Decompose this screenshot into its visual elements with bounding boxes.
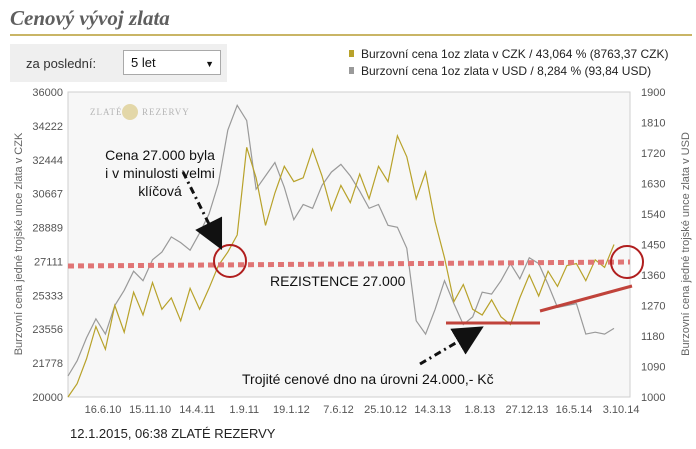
legend-item-usd[interactable]: Burzovní cena 1oz zlata v USD / 8,284 % … (349, 62, 669, 79)
x-tick-4: 19.1.12 (273, 404, 310, 416)
y-left-tick-4: 28889 (32, 223, 63, 235)
annotation-arrow-bottom (419, 326, 484, 366)
x-tick-7: 14.3.13 (414, 404, 451, 416)
x-tick-11: 3.10.14 (603, 404, 640, 416)
period-select[interactable]: 5 let ▼ (123, 50, 221, 75)
period-filter: za poslední: 5 let ▼ (10, 44, 227, 82)
x-tick-0: 16.6.10 (85, 404, 122, 416)
y-right-tick-8: 1180 (641, 331, 665, 343)
annotation-arrow-top (181, 171, 223, 251)
annotation-note-line-3: klíčová (138, 183, 182, 199)
uptrend-line (539, 284, 633, 313)
legend-label-czk: Burzovní cena 1oz zlata v CZK / 43,064 %… (361, 46, 669, 61)
x-tick-1: 15.11.10 (129, 404, 171, 416)
y-right-tick-10: 1000 (641, 392, 665, 404)
x-tick-9: 27.12.13 (505, 404, 548, 416)
resistance-line (67, 259, 631, 269)
series-line-czk (67, 133, 615, 398)
y-left-tick-8: 21778 (32, 358, 63, 370)
y-right-tick-7: 1270 (641, 301, 665, 313)
y-left-tick-1: 34222 (32, 121, 63, 133)
y-right-tick-1: 1810 (641, 118, 665, 130)
footer-timestamp: 12.1.2015, 06:38 ZLATÉ REZERVY (70, 426, 276, 441)
y-left-tick-6: 25333 (32, 290, 63, 302)
y-right-tick-6: 1360 (641, 270, 665, 282)
legend-swatch-czk (349, 50, 354, 57)
watermark-logo (122, 104, 138, 120)
watermark-left: ZLATÉ (90, 107, 123, 117)
plot-area (67, 91, 631, 398)
chevron-down-icon: ▼ (205, 59, 214, 69)
title-divider (10, 34, 692, 36)
period-select-value: 5 let (131, 55, 156, 70)
y-left-tick-7: 23556 (32, 324, 63, 336)
page-title: Cenový vývoj zlata (10, 6, 170, 30)
y-left-tick-9: 20000 (32, 392, 63, 404)
y-right-tick-2: 1720 (641, 148, 665, 160)
y-left-tick-2: 32444 (32, 155, 63, 167)
y-right-tick-5: 1450 (641, 240, 665, 252)
resistance-label: REZISTENCE 27.000 (270, 273, 406, 289)
y-left-tick-3: 30667 (32, 189, 63, 201)
annotation-note-line-2: i v minulosti velmi (105, 165, 215, 181)
period-label: za poslední: (26, 56, 97, 71)
x-tick-8: 1.8.13 (465, 404, 496, 416)
left-axis-title: Burzovní cena jedné trojské unce zlata v… (13, 132, 25, 355)
right-axis-title: Burzovní cena jedné trojské unce zlata v… (680, 132, 692, 356)
x-tick-10: 16.5.14 (556, 404, 593, 416)
x-tick-2: 14.4.11 (179, 404, 215, 416)
resistance-circle-right (610, 245, 644, 279)
watermark-right: REZERVY (142, 107, 190, 117)
x-tick-3: 1.9.11 (229, 404, 259, 416)
y-right-tick-9: 1090 (641, 362, 665, 374)
series-line-usd (67, 103, 615, 377)
chart-legend: Burzovní cena 1oz zlata v CZK / 43,064 %… (349, 45, 669, 79)
y-left-tick-0: 36000 (32, 87, 63, 99)
legend-item-czk[interactable]: Burzovní cena 1oz zlata v CZK / 43,064 %… (349, 45, 669, 62)
y-left-tick-5: 27111 (34, 256, 63, 268)
y-right-tick-3: 1630 (641, 179, 665, 191)
watermark: ZLATÉ REZERVY (90, 104, 190, 120)
resistance-circle-left (213, 244, 247, 278)
legend-swatch-usd (349, 67, 354, 74)
x-tick-6: 25.10.12 (364, 404, 407, 416)
legend-label-usd: Burzovní cena 1oz zlata v USD / 8,284 % … (361, 63, 652, 78)
y-right-tick-0: 1900 (641, 87, 665, 99)
annotation-note-line-1: Cena 27.000 byla (105, 147, 215, 163)
y-right-tick-4: 1540 (641, 209, 665, 221)
x-tick-5: 7.6.12 (323, 404, 354, 416)
bottom-label: Trojité cenové dno na úrovni 24.000,- Kč (242, 371, 494, 387)
